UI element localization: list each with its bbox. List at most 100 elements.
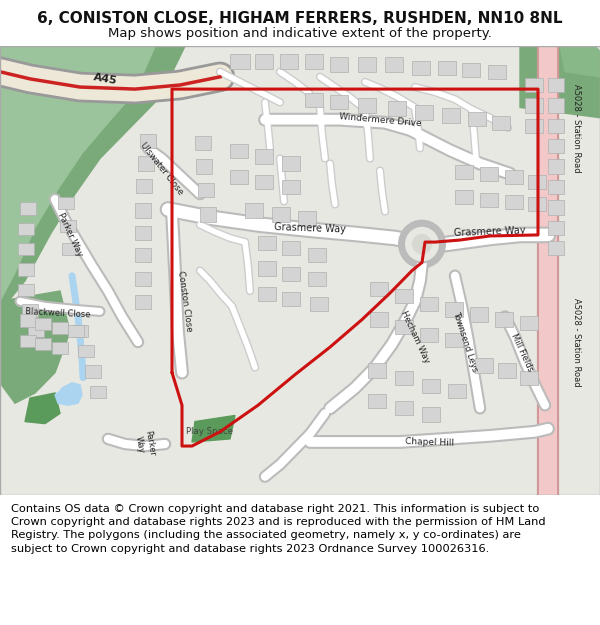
Bar (62, 243, 78, 256)
Bar (135, 203, 151, 217)
Polygon shape (55, 382, 82, 405)
Bar (308, 272, 326, 286)
Text: 6, CONISTON CLOSE, HIGHAM FERRERS, RUSHDEN, NN10 8NL: 6, CONISTON CLOSE, HIGHAM FERRERS, RUSHD… (37, 11, 563, 26)
Bar (330, 58, 348, 72)
Bar (368, 363, 386, 378)
Bar (135, 248, 151, 262)
Bar (308, 248, 326, 262)
Bar (422, 379, 440, 393)
Bar (195, 136, 211, 150)
Bar (255, 175, 273, 189)
Text: Map shows position and indicative extent of the property.: Map shows position and indicative extent… (108, 28, 492, 40)
Bar (495, 312, 513, 327)
Bar (395, 371, 413, 385)
Bar (18, 264, 34, 276)
Bar (230, 169, 248, 184)
Bar (445, 333, 463, 347)
Text: Mill Fields: Mill Fields (509, 332, 535, 372)
Bar (138, 156, 154, 171)
Bar (282, 180, 300, 194)
Bar (200, 208, 216, 222)
Bar (548, 241, 564, 256)
Bar (90, 386, 106, 398)
Bar (358, 98, 376, 112)
Bar (525, 119, 543, 133)
Bar (52, 342, 68, 354)
Bar (305, 93, 323, 108)
Bar (68, 324, 84, 337)
Text: Blackwell Close: Blackwell Close (25, 308, 91, 319)
Bar (368, 394, 386, 408)
Bar (385, 58, 403, 72)
Bar (258, 287, 276, 301)
Bar (358, 58, 376, 72)
Polygon shape (0, 46, 155, 301)
Bar (35, 338, 51, 350)
Bar (18, 222, 34, 235)
Bar (20, 202, 36, 214)
Bar (438, 61, 456, 75)
Bar (255, 149, 273, 164)
Text: Contains OS data © Crown copyright and database right 2021. This information is : Contains OS data © Crown copyright and d… (11, 504, 545, 554)
Text: Conston Close: Conston Close (176, 270, 194, 332)
Bar (258, 261, 276, 276)
Text: Hecham Way: Hecham Way (399, 309, 431, 364)
Polygon shape (0, 291, 70, 403)
Bar (548, 98, 564, 112)
Bar (462, 62, 480, 77)
Bar (505, 169, 523, 184)
Bar (520, 371, 538, 385)
Bar (245, 203, 263, 217)
Bar (388, 101, 406, 116)
Bar (136, 179, 152, 193)
Bar (18, 243, 34, 256)
Bar (60, 219, 76, 232)
Bar (548, 139, 564, 153)
Circle shape (398, 219, 446, 269)
Bar (528, 198, 546, 211)
Bar (52, 322, 68, 334)
Bar (58, 198, 74, 209)
Polygon shape (560, 46, 600, 77)
Bar (230, 54, 250, 69)
Bar (455, 190, 473, 204)
Bar (310, 297, 328, 311)
Bar (135, 295, 151, 309)
Text: Play Space: Play Space (187, 428, 233, 436)
Bar (258, 236, 276, 250)
Bar (420, 328, 438, 342)
Polygon shape (520, 46, 600, 118)
Circle shape (404, 226, 440, 262)
Bar (35, 318, 51, 330)
Bar (480, 167, 498, 181)
Bar (305, 54, 323, 69)
Polygon shape (192, 416, 235, 442)
Bar (395, 401, 413, 416)
Text: Grasmere Way: Grasmere Way (454, 226, 526, 238)
Bar (498, 363, 516, 378)
Text: Windermere Drive: Windermere Drive (338, 112, 422, 128)
Bar (422, 408, 440, 422)
Text: A45: A45 (92, 72, 118, 86)
Bar (395, 289, 413, 303)
Bar (22, 304, 38, 316)
Text: A5028 - Station Road: A5028 - Station Road (571, 84, 581, 172)
Bar (415, 106, 433, 119)
Bar (505, 195, 523, 209)
Bar (395, 319, 413, 334)
Bar (480, 193, 498, 208)
Bar (198, 183, 214, 198)
Bar (548, 221, 564, 235)
Bar (548, 159, 564, 174)
Text: Townsend Leys: Townsend Leys (451, 311, 479, 373)
Bar (135, 226, 151, 240)
Circle shape (412, 234, 432, 254)
Bar (488, 64, 506, 79)
Bar (442, 109, 460, 122)
Text: Parker Way: Parker Way (56, 212, 84, 258)
Bar (282, 156, 300, 171)
Bar (282, 266, 300, 281)
Bar (280, 54, 298, 69)
Bar (230, 144, 248, 159)
Bar (525, 78, 543, 92)
